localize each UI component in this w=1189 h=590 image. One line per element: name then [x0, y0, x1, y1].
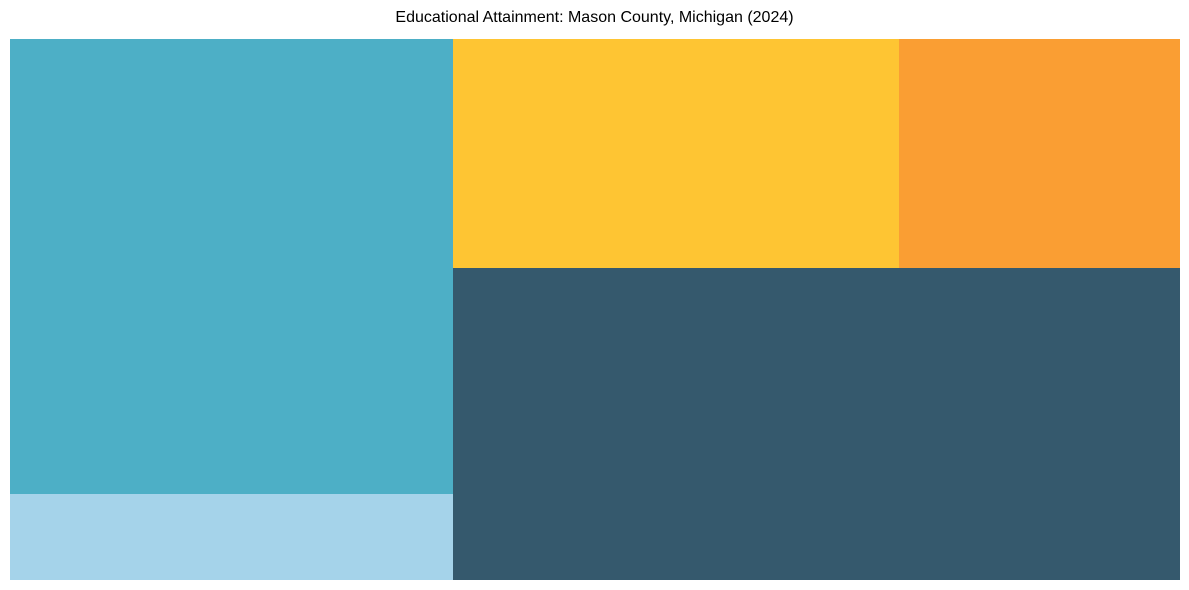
- treemap-tile-teal: [10, 39, 453, 494]
- treemap-tile-light-blue: [10, 493, 453, 580]
- treemap-tile-yellow: [452, 39, 899, 268]
- chart-title: Educational Attainment: Mason County, Mi…: [395, 9, 794, 26]
- treemap-plot-area: [10, 39, 1180, 580]
- treemap-tile-orange: [898, 39, 1180, 268]
- treemap-tile-dark-slate: [452, 268, 1180, 580]
